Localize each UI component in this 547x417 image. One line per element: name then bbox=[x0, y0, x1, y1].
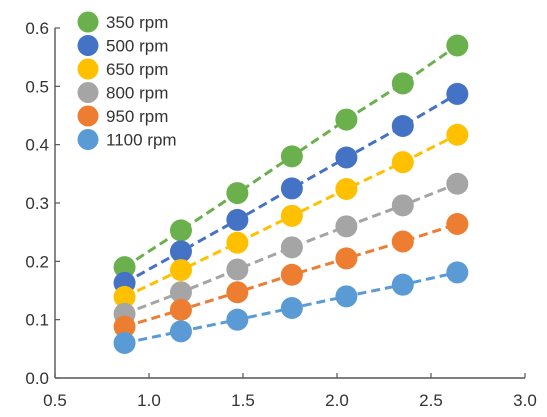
data-point bbox=[169, 298, 192, 321]
data-point bbox=[169, 240, 192, 263]
legend-marker bbox=[77, 35, 99, 56]
data-point bbox=[280, 204, 303, 227]
data-point bbox=[280, 297, 303, 319]
data-point bbox=[280, 145, 303, 168]
data-point bbox=[391, 115, 414, 137]
y-tick-label: 0.3 bbox=[25, 194, 49, 213]
legend-marker bbox=[77, 105, 99, 127]
data-point bbox=[391, 194, 414, 217]
data-point bbox=[113, 285, 136, 308]
x-tick-label: 1.0 bbox=[137, 391, 161, 410]
legend-label: 800 rpm bbox=[106, 84, 168, 103]
x-tick-label: 2.5 bbox=[419, 391, 443, 410]
legend-marker bbox=[77, 82, 99, 103]
y-tick-label: 0.4 bbox=[25, 136, 49, 155]
data-point bbox=[446, 213, 469, 235]
legend-marker bbox=[77, 11, 99, 33]
data-point bbox=[391, 273, 414, 296]
legend: 350 rpm 500 rpm 650 rpm 800 rpm 950 rpm 1100 … bbox=[77, 11, 177, 150]
data-point bbox=[226, 208, 249, 231]
data-point bbox=[280, 263, 303, 286]
y-tick-label: 0.6 bbox=[25, 19, 49, 38]
data-point bbox=[113, 256, 136, 279]
y-tick-label: 0.2 bbox=[25, 252, 49, 271]
y-tick-label: 0.1 bbox=[25, 311, 49, 330]
x-tick-label: 2.0 bbox=[325, 391, 349, 410]
legend-label: 950 rpm bbox=[106, 107, 168, 126]
legend-label: 1100 rpm bbox=[106, 131, 177, 150]
data-point bbox=[391, 72, 414, 95]
y-tick-label: 0.0 bbox=[25, 369, 49, 388]
data-point bbox=[280, 177, 303, 200]
data-point bbox=[169, 259, 192, 282]
data-point bbox=[446, 261, 469, 284]
data-point bbox=[446, 82, 469, 105]
data-point bbox=[280, 236, 303, 259]
data-point bbox=[335, 285, 358, 308]
data-point bbox=[335, 146, 358, 169]
data-point bbox=[446, 34, 469, 57]
data-point bbox=[226, 281, 249, 304]
legend-marker bbox=[77, 129, 99, 150]
x-tick-label: 1.5 bbox=[231, 391, 255, 410]
data-point bbox=[335, 108, 358, 131]
x-tick-label: 3.0 bbox=[513, 391, 537, 410]
data-point bbox=[446, 123, 469, 146]
data-point bbox=[335, 215, 358, 238]
legend-label: 650 rpm bbox=[106, 60, 168, 79]
data-point bbox=[169, 219, 192, 242]
legend-label: 350 rpm bbox=[106, 13, 168, 32]
data-point bbox=[391, 230, 414, 253]
axes: 0.5 1.0 1.5 2.0 2.5 3.0 0.0 0.1 0.2 0.3 0.4 0.5 0.6 bbox=[25, 19, 536, 410]
data-point bbox=[335, 247, 358, 270]
data-point bbox=[169, 281, 192, 304]
data-point bbox=[446, 172, 469, 195]
legend-marker bbox=[77, 58, 99, 80]
data-point bbox=[113, 315, 136, 338]
data-point bbox=[335, 178, 358, 200]
data-point bbox=[226, 258, 249, 281]
data-point bbox=[226, 308, 249, 331]
x-tick-label: 0.5 bbox=[43, 391, 67, 410]
series-points bbox=[113, 34, 469, 354]
data-point bbox=[169, 320, 192, 343]
data-point bbox=[113, 332, 136, 354]
data-point bbox=[226, 182, 249, 205]
y-tick-label: 0.5 bbox=[25, 77, 49, 96]
data-point bbox=[391, 151, 414, 174]
data-point bbox=[226, 231, 249, 254]
legend-label: 500 rpm bbox=[106, 37, 168, 56]
